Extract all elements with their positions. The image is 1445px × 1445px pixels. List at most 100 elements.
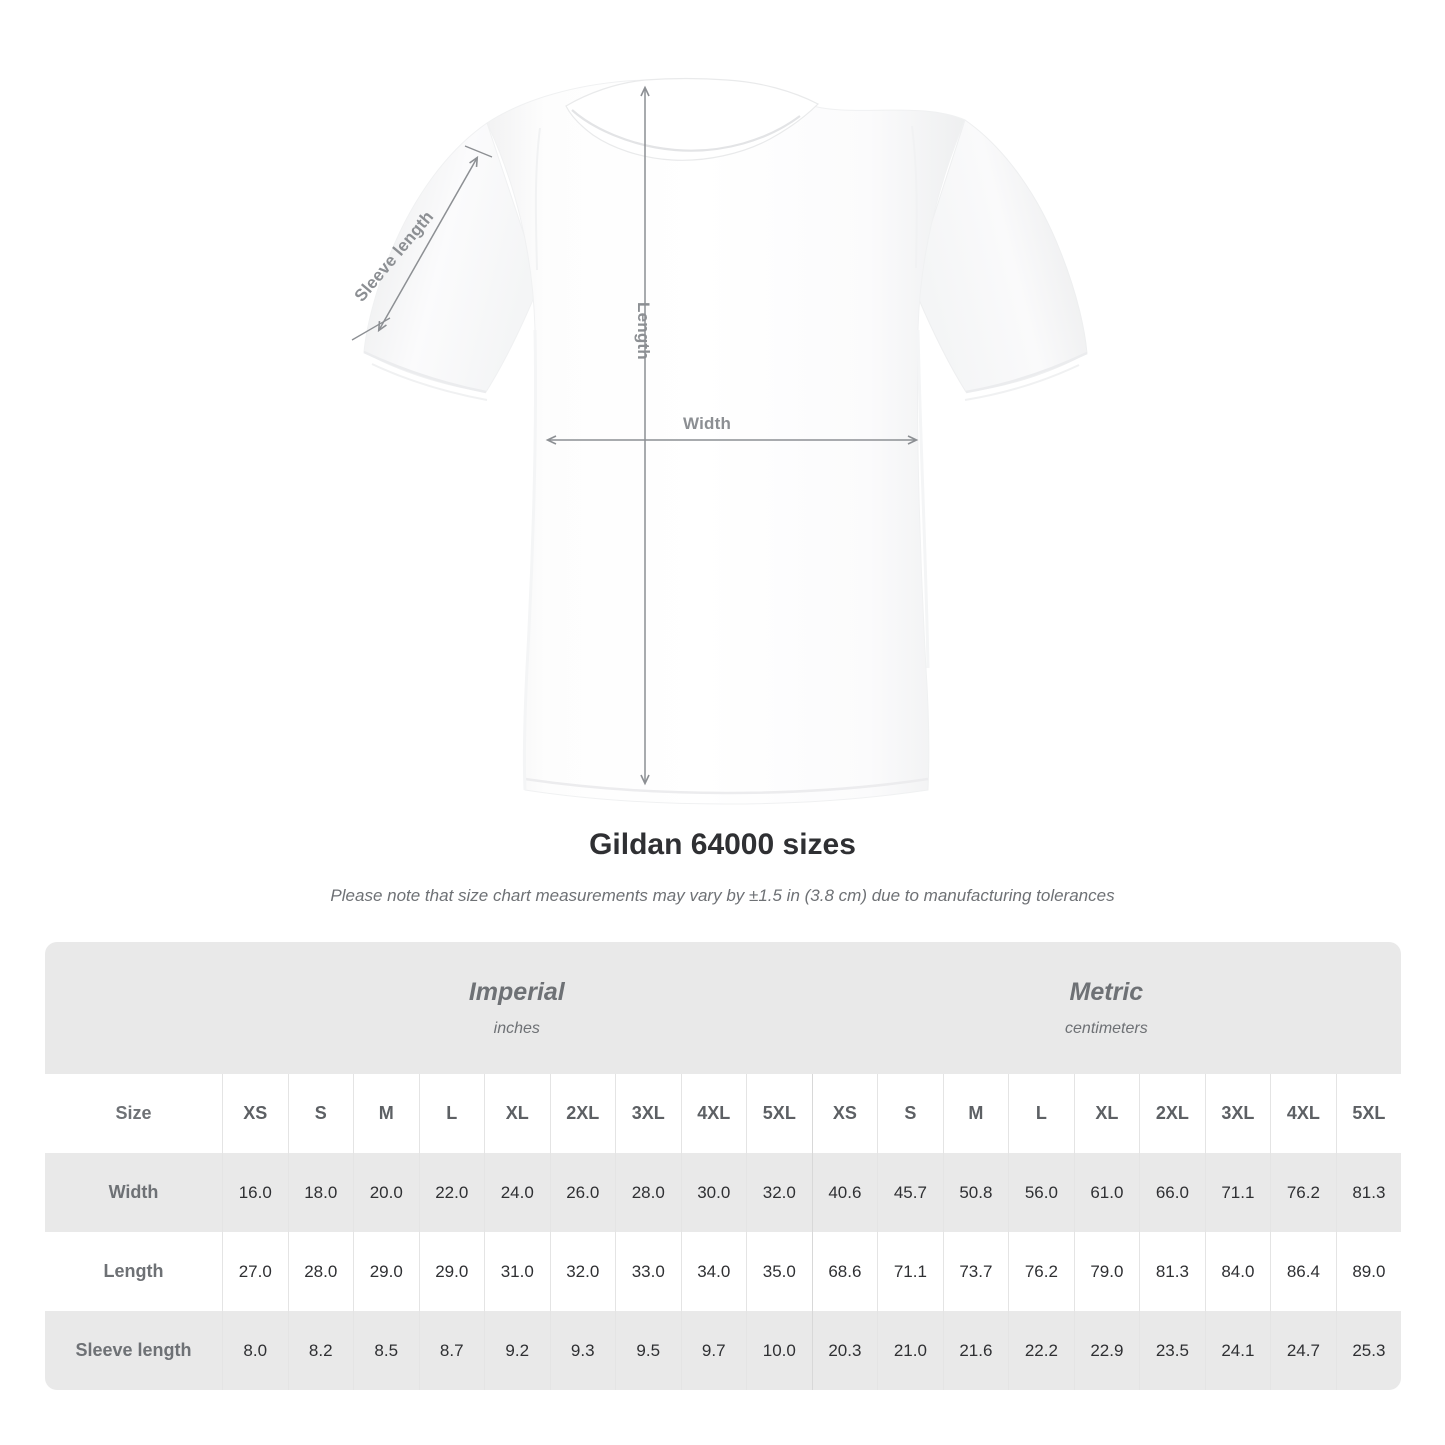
- size-header-imperial-s: S: [287, 1074, 353, 1154]
- table-row: Width 16.0 18.0 20.0 22.0 24.0 26.0 28.0 30.0 32.…: [45, 1153, 1402, 1233]
- size-header-metric-m: M: [942, 1074, 1009, 1154]
- size-header-metric-xl: XL: [1073, 1074, 1140, 1154]
- size-header-metric-s: S: [877, 1074, 943, 1154]
- cell-metric: 73.7: [942, 1232, 1009, 1312]
- unit-imperial-sub: inches: [493, 1019, 540, 1037]
- size-header-imperial-5xl: 5XL: [746, 1074, 812, 1154]
- cell-imperial: 20.0: [353, 1153, 419, 1233]
- cell-imperial: 9.5: [615, 1311, 681, 1391]
- cell-metric: 21.6: [942, 1311, 1009, 1391]
- tolerance-note: Please note that size chart measurements…: [330, 886, 1115, 905]
- size-header-metric-5xl: 5XL: [1335, 1074, 1402, 1154]
- cell-imperial: 26.0: [549, 1153, 615, 1233]
- unit-metric-sub: centimeters: [1065, 1019, 1148, 1037]
- cell-imperial: 31.0: [484, 1232, 550, 1312]
- cell-imperial: 32.0: [549, 1232, 615, 1312]
- cell-metric: 21.0: [877, 1311, 943, 1391]
- cell-metric: 84.0: [1204, 1232, 1271, 1312]
- cell-metric: 81.3: [1335, 1153, 1402, 1233]
- unit-metric-name: Metric: [1069, 977, 1144, 1006]
- cell-imperial: 9.7: [680, 1311, 746, 1391]
- size-header-row: Size XS S M L XL 2XL 3XL 4XL 5XL XS S M L XL 2XL 3XL 4XL…: [45, 1074, 1402, 1154]
- size-header-metric-3xl: 3XL: [1204, 1074, 1271, 1154]
- cell-imperial: 29.0: [353, 1232, 419, 1312]
- size-row-label: Size: [45, 1074, 222, 1154]
- cell-imperial: 32.0: [746, 1153, 812, 1233]
- cell-metric: 81.3: [1139, 1232, 1205, 1312]
- unit-header-row: Imperial inches Metric centimeters: [45, 942, 1402, 1075]
- size-header-imperial-l: L: [418, 1074, 484, 1154]
- cell-imperial: 28.0: [287, 1232, 353, 1312]
- cell-metric: 71.1: [877, 1232, 943, 1312]
- cell-imperial: 35.0: [746, 1232, 812, 1312]
- cell-imperial: 18.0: [287, 1153, 353, 1233]
- cell-metric: 56.0: [1008, 1153, 1074, 1233]
- table-row: Sleeve length 8.0 8.2 8.5 8.7 9.2 9.3 9.5 9.7 10.…: [45, 1311, 1402, 1391]
- width-label: Width: [683, 414, 732, 433]
- cell-imperial: 30.0: [680, 1153, 746, 1233]
- unit-imperial-cell: Imperial inches: [222, 942, 812, 1075]
- cell-metric: 20.3: [811, 1311, 878, 1391]
- size-header-metric-l: L: [1008, 1074, 1074, 1154]
- cell-metric: 76.2: [1270, 1153, 1336, 1233]
- unit-metric-cell: Metric centimeters: [811, 942, 1402, 1075]
- cell-imperial: 9.2: [484, 1311, 550, 1391]
- cell-metric: 22.2: [1008, 1311, 1074, 1391]
- size-header-imperial-xl: XL: [484, 1074, 550, 1154]
- cell-imperial: 22.0: [418, 1153, 484, 1233]
- page-title: Gildan 64000 sizes: [589, 828, 856, 861]
- cell-metric: 68.6: [811, 1232, 878, 1312]
- table-row: Length 27.0 28.0 29.0 29.0 31.0 32.0 33.0 34.0 35…: [45, 1232, 1402, 1312]
- cell-imperial: 33.0: [615, 1232, 681, 1312]
- size-chart-table: Imperial inches Metric centimeters Size …: [45, 942, 1402, 1391]
- sleeve-measure-line: [377, 155, 479, 333]
- size-header-imperial-4xl: 4XL: [680, 1074, 746, 1154]
- size-header-imperial-3xl: 3XL: [615, 1074, 681, 1154]
- cell-imperial: 8.2: [287, 1311, 353, 1391]
- row-label-sleeve-length: Sleeve length: [45, 1311, 222, 1391]
- sleeve-tick-top: [464, 145, 493, 158]
- cell-metric: 40.6: [811, 1153, 878, 1233]
- cell-imperial: 28.0: [615, 1153, 681, 1233]
- cell-metric: 50.8: [942, 1153, 1009, 1233]
- cell-imperial: 34.0: [680, 1232, 746, 1312]
- size-header-metric-4xl: 4XL: [1270, 1074, 1336, 1154]
- cell-metric: 89.0: [1335, 1232, 1402, 1312]
- chart-heading: Gildan 64000 sizes Please note that size…: [0, 830, 1445, 906]
- cell-metric: 79.0: [1073, 1232, 1140, 1312]
- cell-metric: 45.7: [877, 1153, 943, 1233]
- tshirt-diagram: [351, 77, 1088, 805]
- unit-spacer-cell: [45, 942, 222, 1075]
- cell-imperial: 27.0: [222, 1232, 288, 1312]
- cell-imperial: 8.7: [418, 1311, 484, 1391]
- sleeve-tick-bottom: [351, 317, 391, 341]
- cell-metric: 76.2: [1008, 1232, 1074, 1312]
- cell-imperial: 16.0: [222, 1153, 288, 1233]
- size-chart-container: Imperial inches Metric centimeters Size …: [0, 942, 1445, 1391]
- cell-imperial: 9.3: [549, 1311, 615, 1391]
- size-header-metric-xs: XS: [811, 1074, 878, 1154]
- size-header-metric-2xl: 2XL: [1139, 1074, 1205, 1154]
- cell-metric: 71.1: [1204, 1153, 1271, 1233]
- length-label: Length: [634, 302, 653, 360]
- size-header-imperial-2xl: 2XL: [549, 1074, 615, 1154]
- cell-imperial: 8.0: [222, 1311, 288, 1391]
- cell-metric: 23.5: [1139, 1311, 1205, 1391]
- unit-imperial-name: Imperial: [468, 977, 565, 1006]
- cell-metric: 22.9: [1073, 1311, 1140, 1391]
- size-header-imperial-m: M: [353, 1074, 419, 1154]
- cell-metric: 25.3: [1335, 1311, 1402, 1391]
- cell-metric: 24.7: [1270, 1311, 1336, 1391]
- tshirt-illustration: Width Length Sleeve length: [351, 77, 1088, 805]
- cell-imperial: 29.0: [418, 1232, 484, 1312]
- size-header-imperial-xs: XS: [222, 1074, 288, 1154]
- cell-imperial: 10.0: [746, 1311, 812, 1391]
- cell-metric: 66.0: [1139, 1153, 1205, 1233]
- cell-metric: 86.4: [1270, 1232, 1336, 1312]
- cell-metric: 61.0: [1073, 1153, 1140, 1233]
- cell-metric: 24.1: [1204, 1311, 1271, 1391]
- cell-imperial: 24.0: [484, 1153, 550, 1233]
- row-label-width: Width: [45, 1153, 222, 1233]
- row-label-length: Length: [45, 1232, 222, 1312]
- cell-imperial: 8.5: [353, 1311, 419, 1391]
